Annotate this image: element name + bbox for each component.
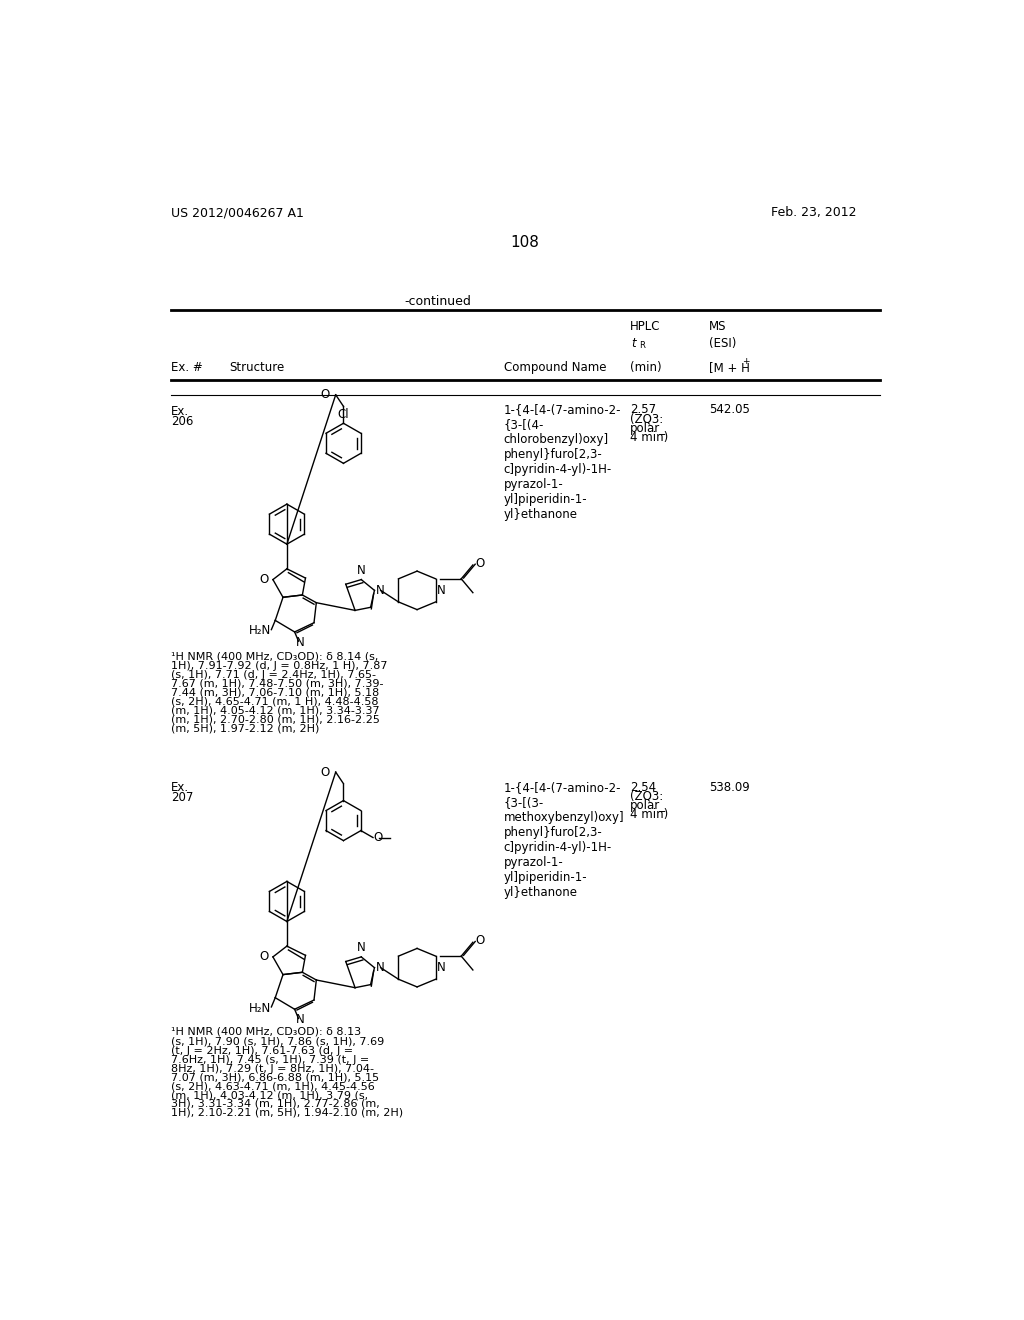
Text: H₂N: H₂N [249,624,271,638]
Text: 8Hz, 1H), 7.29 (t, J = 8Hz, 1H), 7.04-: 8Hz, 1H), 7.29 (t, J = 8Hz, 1H), 7.04- [171,1064,374,1073]
Text: H₂N: H₂N [249,1002,271,1015]
Text: Ex.: Ex. [171,780,188,793]
Text: 1H), 2.10-2.21 (m, 5H), 1.94-2.10 (m, 2H): 1H), 2.10-2.21 (m, 5H), 1.94-2.10 (m, 2H… [171,1107,402,1118]
Text: Ex.: Ex. [171,405,188,418]
Text: 1-{4-[4-(7-amino-2-
{3-[(4-
chlorobenzyl)oxy]
phenyl}furo[2,3-
c]pyridin-4-yl)-1: 1-{4-[4-(7-amino-2- {3-[(4- chlorobenzyl… [504,404,622,521]
Text: N: N [296,636,305,649]
Text: O: O [374,832,383,843]
Text: O: O [475,557,484,570]
Text: 538.09: 538.09 [710,780,750,793]
Text: 3H), 3.31-3.34 (m, 1H), 2.77-2.86 (m,: 3H), 3.31-3.34 (m, 1H), 2.77-2.86 (m, [171,1100,379,1109]
Text: O: O [259,950,268,964]
Text: ¹H NMR (400 MHz, CD₃OD): δ 8.13: ¹H NMR (400 MHz, CD₃OD): δ 8.13 [171,1027,360,1038]
Text: polar_: polar_ [630,422,667,434]
Text: 2.57: 2.57 [630,404,656,416]
Text: (ZQ3:: (ZQ3: [630,412,664,425]
Text: 1-{4-[4-(7-amino-2-
{3-[(3-
methoxybenzyl)oxy]
phenyl}furo[2,3-
c]pyridin-4-yl)-: 1-{4-[4-(7-amino-2- {3-[(3- methoxybenzy… [504,780,625,899]
Text: 4 min): 4 min) [630,808,669,821]
Text: O: O [475,935,484,948]
Text: polar_: polar_ [630,799,667,812]
Text: (m, 1H), 4.03-4.12 (m, 1H), 3.79 (s,: (m, 1H), 4.03-4.12 (m, 1H), 3.79 (s, [171,1090,368,1100]
Text: (m, 5H), 1.97-2.12 (m, 2H): (m, 5H), 1.97-2.12 (m, 2H) [171,723,319,733]
Text: -continued: -continued [404,296,471,309]
Text: 542.05: 542.05 [710,404,751,416]
Text: t: t [632,337,636,350]
Text: N: N [437,961,446,974]
Text: 108: 108 [510,235,540,251]
Text: +: + [741,358,750,366]
Text: (m, 1H), 4.05-4.12 (m, 1H), 3.34-3.37: (m, 1H), 4.05-4.12 (m, 1H), 3.34-3.37 [171,705,379,715]
Text: R: R [639,341,644,350]
Text: (t, J = 2Hz, 1H), 7.61-7.63 (d, J =: (t, J = 2Hz, 1H), 7.61-7.63 (d, J = [171,1045,352,1056]
Text: 206: 206 [171,414,193,428]
Text: Structure: Structure [228,360,284,374]
Text: [M + H: [M + H [710,360,751,374]
Text: Cl: Cl [338,408,349,421]
Text: US 2012/0046267 A1: US 2012/0046267 A1 [171,206,303,219]
Text: ¹H NMR (400 MHz, CD₃OD): δ 8.14 (s,: ¹H NMR (400 MHz, CD₃OD): δ 8.14 (s, [171,651,378,661]
Text: (s, 2H), 4.65-4.71 (m, 1 H), 4.48-4.58: (s, 2H), 4.65-4.71 (m, 1 H), 4.48-4.58 [171,697,378,706]
Text: N: N [376,961,385,974]
Text: 2.54: 2.54 [630,780,656,793]
Text: (s, 1H), 7.71 (d, J = 2.4Hz, 1H), 7.65-: (s, 1H), 7.71 (d, J = 2.4Hz, 1H), 7.65- [171,671,376,680]
Text: 7.44 (m, 3H), 7.06-7.10 (m, 1H), 5.18: 7.44 (m, 3H), 7.06-7.10 (m, 1H), 5.18 [171,688,379,698]
Text: (m, 1H), 2.70-2.80 (m, 1H), 2.16-2.25: (m, 1H), 2.70-2.80 (m, 1H), 2.16-2.25 [171,714,380,725]
Text: (ZQ3:: (ZQ3: [630,789,664,803]
Text: (min): (min) [630,360,662,374]
Text: N: N [296,1014,305,1026]
Text: 7.6Hz, 1H), 7.45 (s, 1H), 7.39 (t, J =: 7.6Hz, 1H), 7.45 (s, 1H), 7.39 (t, J = [171,1055,369,1065]
Text: MS: MS [710,321,727,333]
Text: N: N [357,941,366,954]
Text: N: N [376,583,385,597]
Text: 207: 207 [171,791,193,804]
Text: Compound Name: Compound Name [504,360,606,374]
Text: O: O [259,573,268,586]
Text: Feb. 23, 2012: Feb. 23, 2012 [771,206,857,219]
Text: O: O [321,388,330,401]
Text: O: O [321,766,330,779]
Text: 7.07 (m, 3H), 6.86-6.88 (m, 1H), 5.15: 7.07 (m, 3H), 6.86-6.88 (m, 1H), 5.15 [171,1072,379,1082]
Text: (s, 1H), 7.90 (s, 1H), 7.86 (s, 1H), 7.69: (s, 1H), 7.90 (s, 1H), 7.86 (s, 1H), 7.6… [171,1038,384,1047]
Text: (s, 2H), 4.63-4.71 (m, 1H), 4.45-4.56: (s, 2H), 4.63-4.71 (m, 1H), 4.45-4.56 [171,1081,375,1092]
Text: 7.67 (m, 1H), 7.48-7.50 (m, 3H), 7.39-: 7.67 (m, 1H), 7.48-7.50 (m, 3H), 7.39- [171,678,383,689]
Text: HPLC: HPLC [630,321,660,333]
Text: Ex. #: Ex. # [171,360,203,374]
Text: 4 min): 4 min) [630,430,669,444]
Text: (ESI): (ESI) [710,337,736,350]
Text: 1H), 7.91-7.92 (d, J = 0.8Hz, 1 H), 7.87: 1H), 7.91-7.92 (d, J = 0.8Hz, 1 H), 7.87 [171,661,387,671]
Text: N: N [357,564,366,577]
Text: N: N [437,583,446,597]
